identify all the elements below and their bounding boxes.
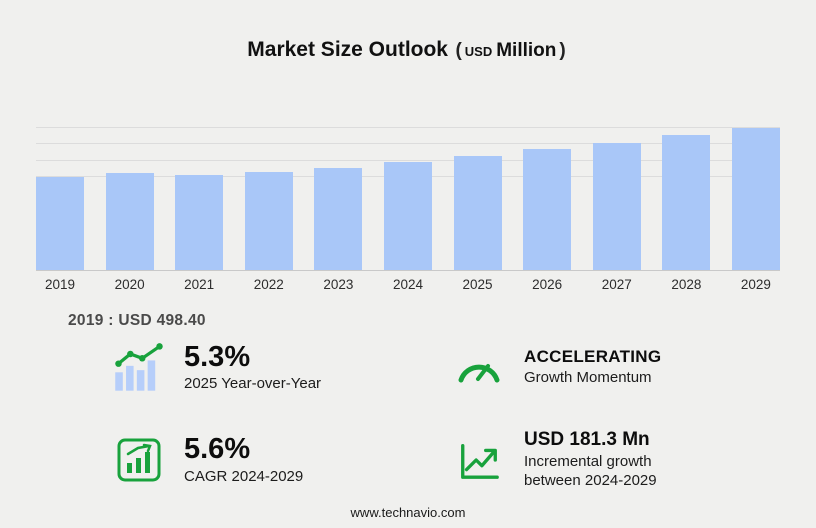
stat-momentum-label: Growth Momentum <box>524 369 652 387</box>
gridline <box>36 127 780 128</box>
stat-cagr-value: 5.6% <box>184 433 251 466</box>
bar-2028 <box>662 135 711 270</box>
bar-chart-growth-icon <box>110 343 168 393</box>
stat-yoy-label: 2025 Year-over-Year <box>184 375 322 393</box>
bar-2020 <box>105 173 154 270</box>
stat-incremental: USD 181.3 Mn Incremental growth between … <box>450 430 760 490</box>
stat-incremental-value: USD 181.3 Mn <box>524 429 650 451</box>
axis-label-2019: 2019 <box>44 277 76 292</box>
gridline <box>36 143 780 144</box>
stat-momentum: ACCELERATING Growth Momentum <box>450 342 760 394</box>
stat-incremental-label: Incremental growth between 2024-2029 <box>524 453 657 489</box>
gridline <box>36 160 780 161</box>
bar-chart <box>36 124 780 271</box>
stat-yoy: 5.3% 2025 Year-over-Year <box>110 342 450 394</box>
stat-text: ACCELERATING Growth Momentum <box>524 348 661 388</box>
bar-2026 <box>523 149 572 270</box>
stat-text: 5.3% 2025 Year-over-Year <box>184 342 321 394</box>
bar-2022 <box>244 172 293 270</box>
bar-2025 <box>453 156 502 270</box>
axis-label-2025: 2025 <box>462 277 493 292</box>
bar-2019 <box>36 177 84 270</box>
stat-text: USD 181.3 Mn Incremental growth between … <box>524 430 699 490</box>
chart-frame-growth-icon <box>110 437 168 483</box>
x-axis-labels: 2019 2020 2021 2022 2023 2024 2025 2026 2027 2028… <box>36 277 780 292</box>
axis-label-2022: 2022 <box>253 277 284 292</box>
bar-2021 <box>175 175 224 270</box>
bar-2023 <box>314 168 363 270</box>
page-title: Market Size Outlook (USD Million) <box>0 38 816 62</box>
source-url: www.technavio.com <box>350 505 466 520</box>
stats-grid: 5.3% 2025 Year-over-Year ACCELERATING Gr… <box>110 342 760 491</box>
bar-2024 <box>383 162 432 270</box>
stat-momentum-value: ACCELERATING <box>524 347 662 367</box>
bars-container <box>36 124 780 270</box>
trend-up-axis-icon <box>450 438 508 482</box>
bar-2029 <box>731 128 780 270</box>
axis-label-2020: 2020 <box>114 277 145 292</box>
axis-label-2023: 2023 <box>323 277 354 292</box>
stat-cagr-label: CAGR 2024-2029 <box>184 467 304 485</box>
bar-2027 <box>592 143 641 270</box>
stat-text: 5.6% CAGR 2024-2029 <box>184 434 303 486</box>
stat-yoy-value: 5.3% <box>184 341 251 373</box>
title-paren-close: ) <box>559 40 566 61</box>
title-unit-currency: USD <box>464 44 493 59</box>
stat-cagr: 5.6% CAGR 2024-2029 <box>110 430 450 490</box>
title-paren-open: ( <box>455 40 462 61</box>
axis-label-2024: 2024 <box>392 277 423 292</box>
speedometer-icon <box>450 350 508 386</box>
title-unit: Million <box>496 40 557 61</box>
axis-label-2021: 2021 <box>184 277 215 292</box>
axis-label-2028: 2028 <box>671 277 702 292</box>
title-main: Market Size Outlook <box>247 38 448 61</box>
axis-label-2026: 2026 <box>532 277 563 292</box>
axis-label-2027: 2027 <box>601 277 632 292</box>
axis-label-2029: 2029 <box>740 277 771 292</box>
base-year-annotation: 2019 : USD 498.40 <box>68 312 206 329</box>
